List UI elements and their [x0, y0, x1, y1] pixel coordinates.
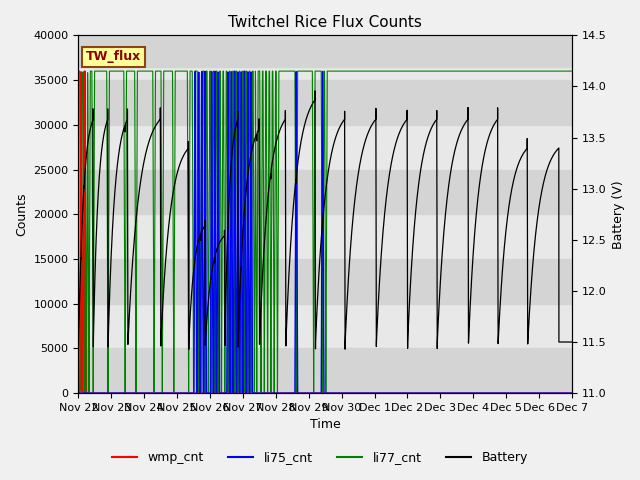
Legend: wmp_cnt, li75_cnt, li77_cnt, Battery: wmp_cnt, li75_cnt, li77_cnt, Battery: [107, 446, 533, 469]
Y-axis label: Counts: Counts: [15, 192, 28, 236]
X-axis label: Time: Time: [310, 419, 340, 432]
Title: Twitchel Rice Flux Counts: Twitchel Rice Flux Counts: [228, 15, 422, 30]
Text: TW_flux: TW_flux: [86, 50, 141, 63]
Bar: [79, 169, 572, 214]
Bar: [79, 80, 572, 125]
Bar: [79, 36, 572, 67]
Y-axis label: Battery (V): Battery (V): [612, 180, 625, 249]
Bar: [79, 259, 572, 304]
Bar: [79, 348, 572, 393]
